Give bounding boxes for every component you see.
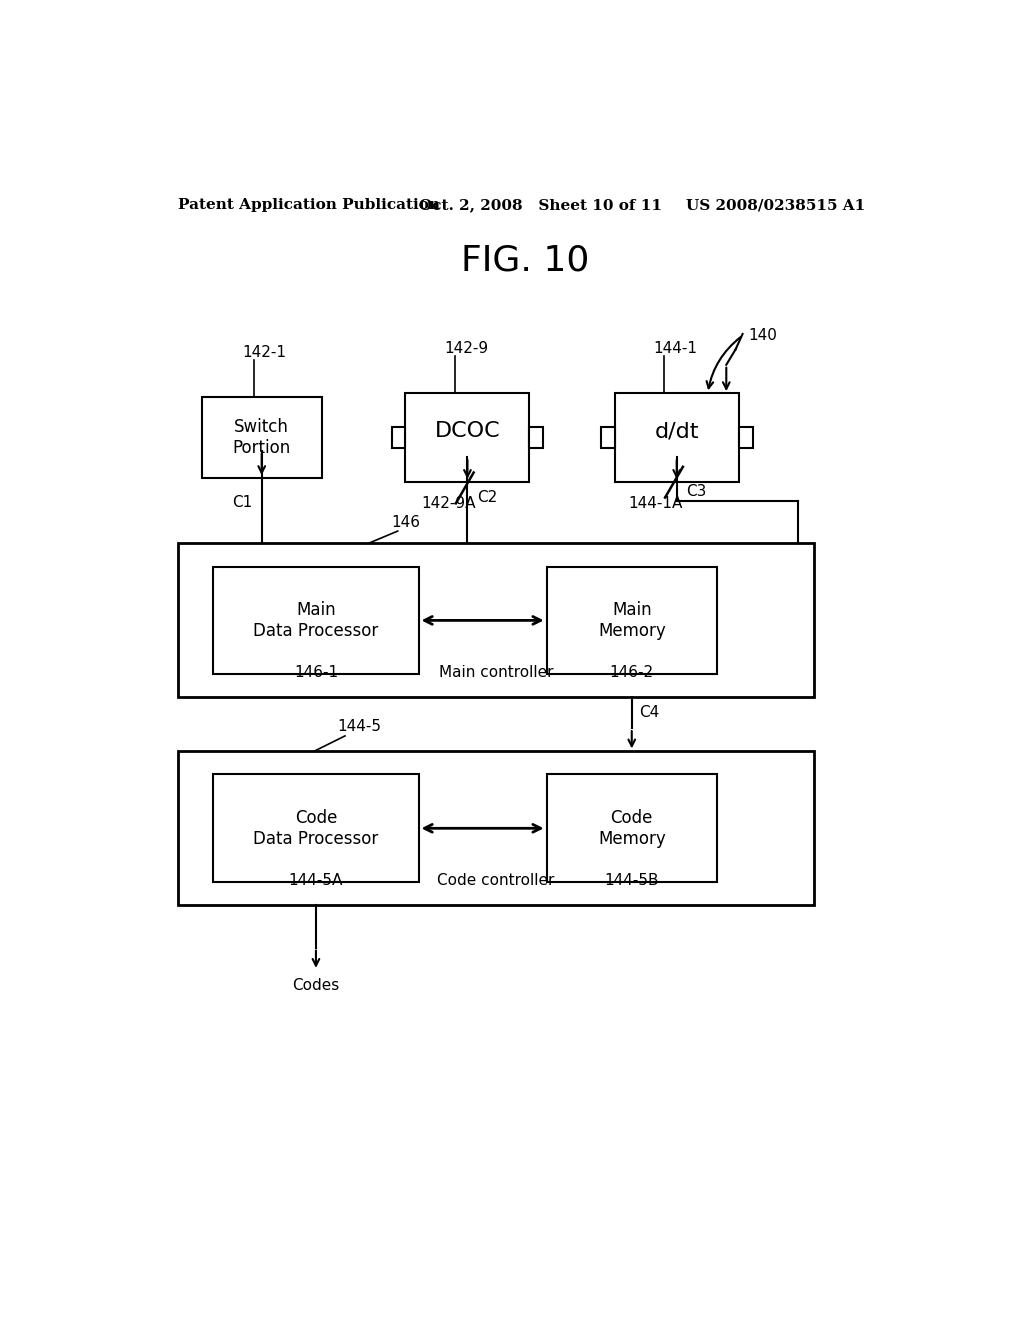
Text: d/dt: d/dt xyxy=(654,421,699,441)
Bar xyxy=(529,426,544,449)
Bar xyxy=(547,775,717,882)
Text: C3: C3 xyxy=(686,484,707,499)
Bar xyxy=(213,775,419,882)
Text: Switch
Portion: Switch Portion xyxy=(232,418,291,457)
Text: Main controller: Main controller xyxy=(439,665,553,681)
Text: 146-2: 146-2 xyxy=(609,665,653,681)
Text: 144-5: 144-5 xyxy=(337,719,381,734)
Text: 142-9A: 142-9A xyxy=(421,496,475,511)
Text: Main
Data Processor: Main Data Processor xyxy=(253,601,379,640)
Bar xyxy=(738,426,753,449)
Bar xyxy=(178,751,814,906)
Text: US 2008/0238515 A1: US 2008/0238515 A1 xyxy=(686,198,865,213)
Text: DCOC: DCOC xyxy=(434,421,501,441)
Text: Codes: Codes xyxy=(292,978,340,994)
Text: 144-1: 144-1 xyxy=(653,342,697,356)
Bar xyxy=(614,393,738,482)
Text: Code
Data Processor: Code Data Processor xyxy=(253,809,379,847)
Text: Patent Application Publication: Patent Application Publication xyxy=(178,198,440,213)
Text: 146-1: 146-1 xyxy=(294,665,338,681)
Text: 142-1: 142-1 xyxy=(243,345,287,360)
Text: 144-5B: 144-5B xyxy=(604,874,659,888)
Bar xyxy=(406,393,529,482)
Text: FIG. 10: FIG. 10 xyxy=(461,243,589,277)
Text: 144-5A: 144-5A xyxy=(289,874,343,888)
Bar xyxy=(601,426,614,449)
Text: C4: C4 xyxy=(640,705,659,721)
Text: C1: C1 xyxy=(232,495,252,511)
Bar xyxy=(547,566,717,675)
Text: Main
Memory: Main Memory xyxy=(598,601,666,640)
Bar xyxy=(213,566,419,675)
Text: 140: 140 xyxy=(748,327,777,343)
Text: C2: C2 xyxy=(477,490,497,504)
Bar xyxy=(178,544,814,697)
Text: Code
Memory: Code Memory xyxy=(598,809,666,847)
Bar xyxy=(391,426,406,449)
Bar xyxy=(202,397,322,478)
Text: 146: 146 xyxy=(391,515,421,529)
Text: 144-1A: 144-1A xyxy=(629,496,683,511)
Text: Oct. 2, 2008   Sheet 10 of 11: Oct. 2, 2008 Sheet 10 of 11 xyxy=(419,198,662,213)
Text: 142-9: 142-9 xyxy=(444,342,488,356)
Text: Code controller: Code controller xyxy=(437,874,555,888)
